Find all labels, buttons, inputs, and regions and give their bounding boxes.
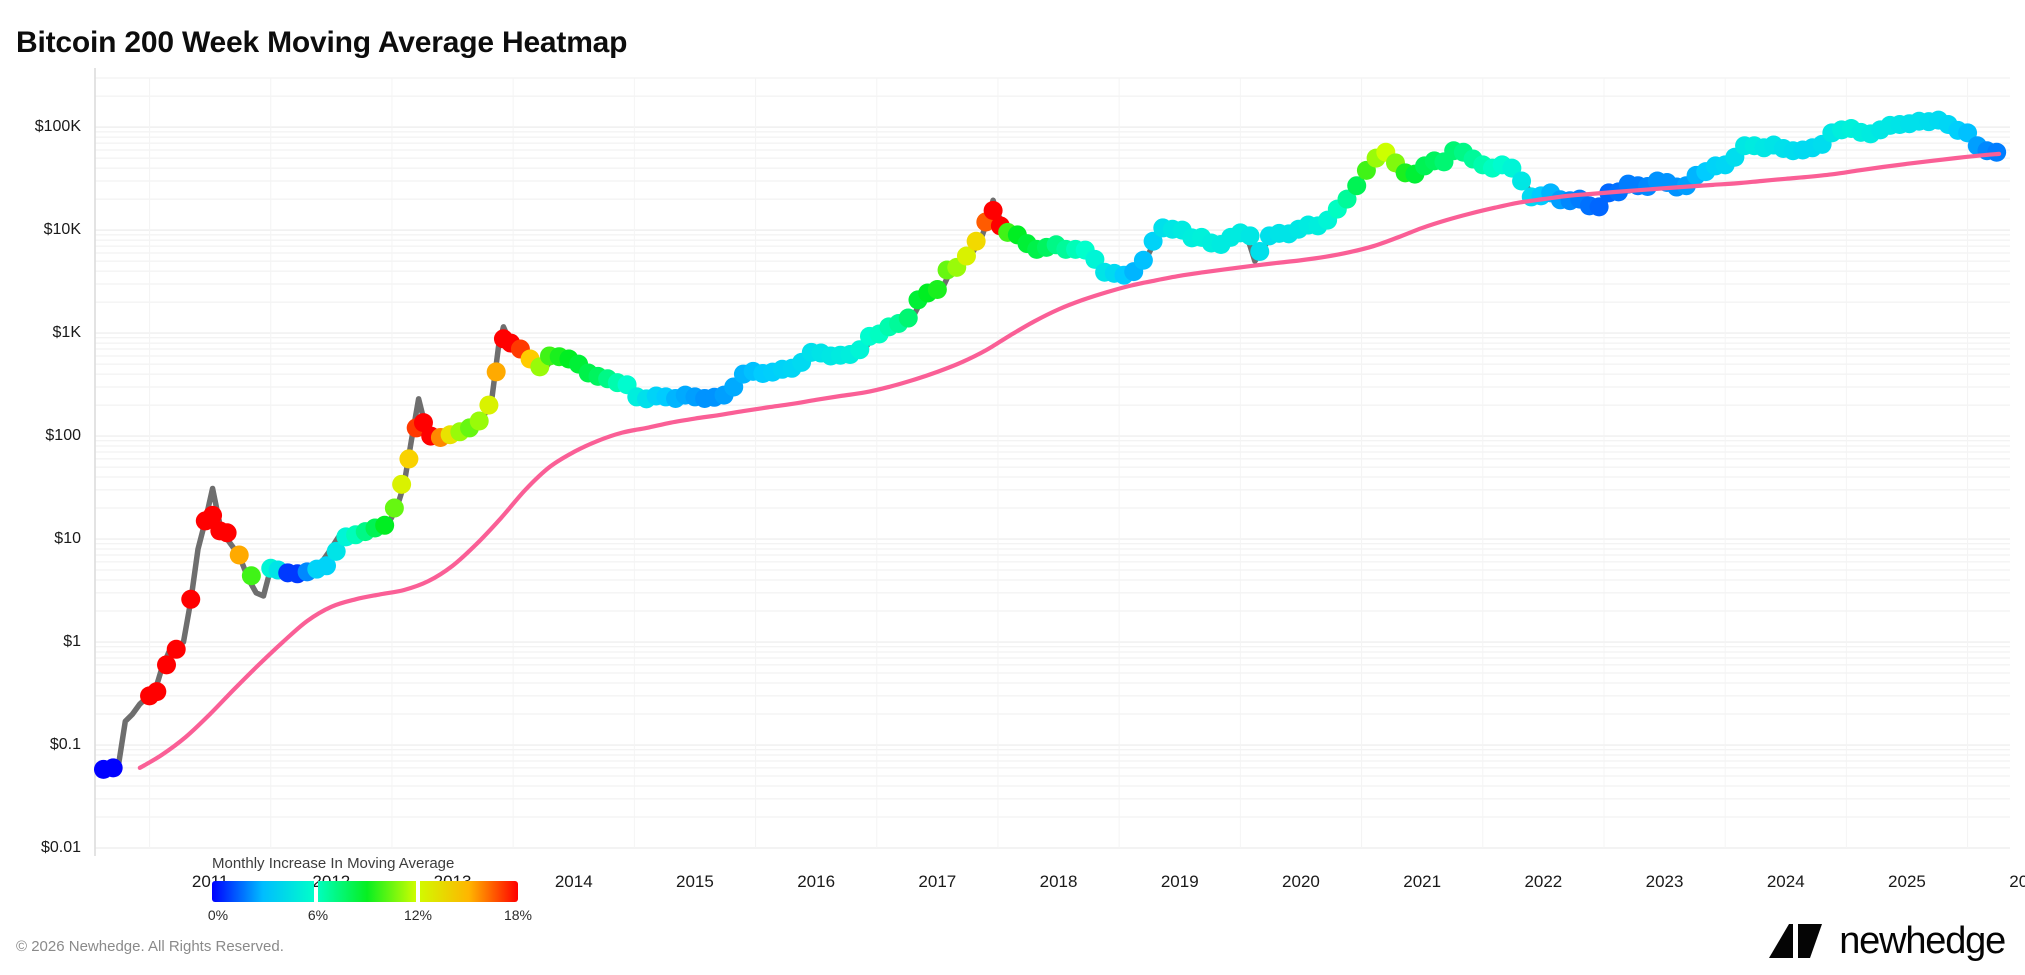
- heatmap-dot: [1958, 123, 1978, 143]
- x-axis-tick-label: 2016: [797, 872, 836, 891]
- color-legend: Monthly Increase In Moving Average 0% 6% 1…: [208, 855, 532, 927]
- copyright-notice: © 2026 Newhedge. All Rights Reserved.: [16, 938, 284, 955]
- price-line: [98, 116, 2002, 771]
- heatmap-dot: [326, 541, 346, 561]
- heatmap-dot: [392, 474, 412, 494]
- x-axis-tick-label: 2018: [1039, 872, 1078, 891]
- heatmap-dot: [103, 758, 123, 778]
- heatmap-dot: [1589, 197, 1609, 217]
- x-axis-tick-label: 2017: [918, 872, 957, 891]
- x-axis-tick-label: 2019: [1160, 872, 1199, 891]
- y-axis-tick-label: $0.01: [40, 839, 81, 856]
- y-axis-tick-label: $100: [45, 427, 81, 445]
- x-axis-tick-label: 2014: [554, 872, 593, 891]
- heatmap-dot: [983, 201, 1003, 221]
- legend-tick-label: 6%: [307, 907, 329, 923]
- x-axis-tick-label: 2020: [1282, 872, 1320, 891]
- heatmap-dot: [1240, 226, 1260, 246]
- legend-tick-label: 18%: [503, 907, 533, 923]
- x-axis-tick-label: 2026: [2009, 872, 2025, 891]
- heatmap-dot: [469, 411, 489, 431]
- heatmap-dot: [956, 246, 976, 266]
- newhedge-logo: newhedge: [1767, 920, 2006, 962]
- heatmap-dot: [229, 545, 249, 565]
- legend-gradient-segment: [212, 881, 314, 902]
- y-axis-tick-label: $1: [63, 633, 81, 651]
- x-axis-tick-label: 2023: [1645, 872, 1684, 891]
- heatmap-dot: [375, 515, 395, 535]
- legend-gradient-segment: [317, 881, 416, 902]
- year-separators: [149, 78, 1969, 848]
- heatmap-dot: [1143, 231, 1163, 251]
- heatmap-dot: [1133, 250, 1153, 270]
- brand-name: newhedge: [1839, 920, 2006, 962]
- heatmap-dot: [1337, 189, 1357, 209]
- x-axis-tick-label: 2021: [1403, 872, 1442, 891]
- heatmap-dot: [166, 639, 186, 659]
- heatmap-dot: [1502, 158, 1522, 178]
- page-title: Bitcoin 200 Week Moving Average Heatmap: [16, 26, 628, 59]
- x-axis-tick-label: 2024: [1766, 872, 1805, 891]
- y-axis-tick-label: $100K: [34, 118, 81, 136]
- moving-average-line: [137, 151, 2002, 770]
- heatmap-dot: [217, 523, 237, 543]
- heatmap-dots: [93, 110, 2007, 779]
- heatmap-dot: [1512, 171, 1532, 191]
- y-axis-tick-label: $0.1: [49, 736, 81, 754]
- heatmap-dot: [157, 655, 177, 675]
- x-axis-tick-label: 2022: [1524, 872, 1563, 891]
- gridlines: [95, 77, 2010, 849]
- heatmap-dot: [927, 280, 947, 300]
- legend-title: Monthly Increase In Moving Average: [212, 855, 455, 872]
- newhedge-mark-icon: [1769, 924, 1823, 958]
- heatmap-dot: [1347, 176, 1367, 196]
- heatmap-dot: [317, 556, 336, 576]
- heatmap-dot: [1250, 241, 1270, 261]
- heatmap-dot: [850, 340, 870, 360]
- heatmap-dot: [486, 362, 506, 382]
- y-axis-tick-label: $10: [54, 530, 81, 548]
- heatmap-dot: [384, 498, 404, 518]
- heatmap-dot: [181, 589, 201, 609]
- heatmap-dot: [399, 449, 419, 469]
- heatmap-dot: [479, 395, 499, 415]
- legend-tick-label: 12%: [403, 907, 433, 923]
- heatmap-dot: [147, 682, 167, 702]
- x-axis-tick-label: 2025: [1888, 872, 1926, 891]
- heatmap-dot: [1085, 249, 1105, 269]
- heatmap-dot: [966, 231, 986, 251]
- y-axis-tick-label: $1K: [52, 324, 81, 342]
- y-axis-tick-label: $10K: [43, 221, 81, 239]
- heatmap-dot: [898, 308, 918, 328]
- legend-tick-label: 0%: [207, 907, 229, 923]
- heatmap-dot: [203, 505, 223, 525]
- x-axis-tick-label: 2015: [676, 872, 714, 891]
- heatmap-dot: [241, 566, 261, 586]
- legend-gradient-bar: [212, 881, 518, 902]
- legend-gradient-segment: [420, 881, 518, 902]
